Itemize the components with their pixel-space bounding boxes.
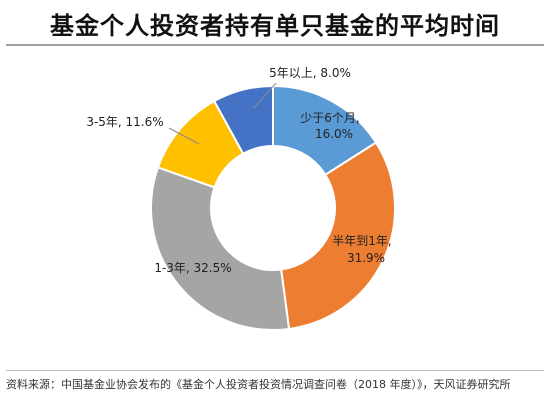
donut-slice (150, 166, 291, 331)
slice-data-label: 5年以上, 8.0% (269, 66, 351, 80)
donut-slice (280, 141, 396, 331)
label-leader-line (253, 82, 277, 109)
slice-data-label: 1-3年, 32.5% (154, 261, 231, 275)
slice-data-label: 31.9% (347, 251, 385, 265)
source-note: 资料来源：中国基金业协会发布的《基金个人投资者投资情况调查问卷（2018 年度）… (6, 378, 511, 391)
label-leader-line (168, 127, 200, 145)
slice-data-label: 半年到1年, (332, 234, 391, 248)
slice-data-label: 16.0% (315, 127, 353, 141)
donut-chart: 少于6个月, 16.0% 半年到1年, 31.9% 1-3年, 32.5% 3-5年, 1… (86, 66, 396, 331)
title-divider (6, 44, 544, 46)
source-divider (6, 370, 544, 371)
slice-data-label: 3-5年, 11.6% (86, 115, 163, 129)
chart-title: 基金个人投资者持有单只基金的平均时间 (50, 11, 500, 40)
slice-data-label: 少于6个月, (300, 111, 359, 125)
